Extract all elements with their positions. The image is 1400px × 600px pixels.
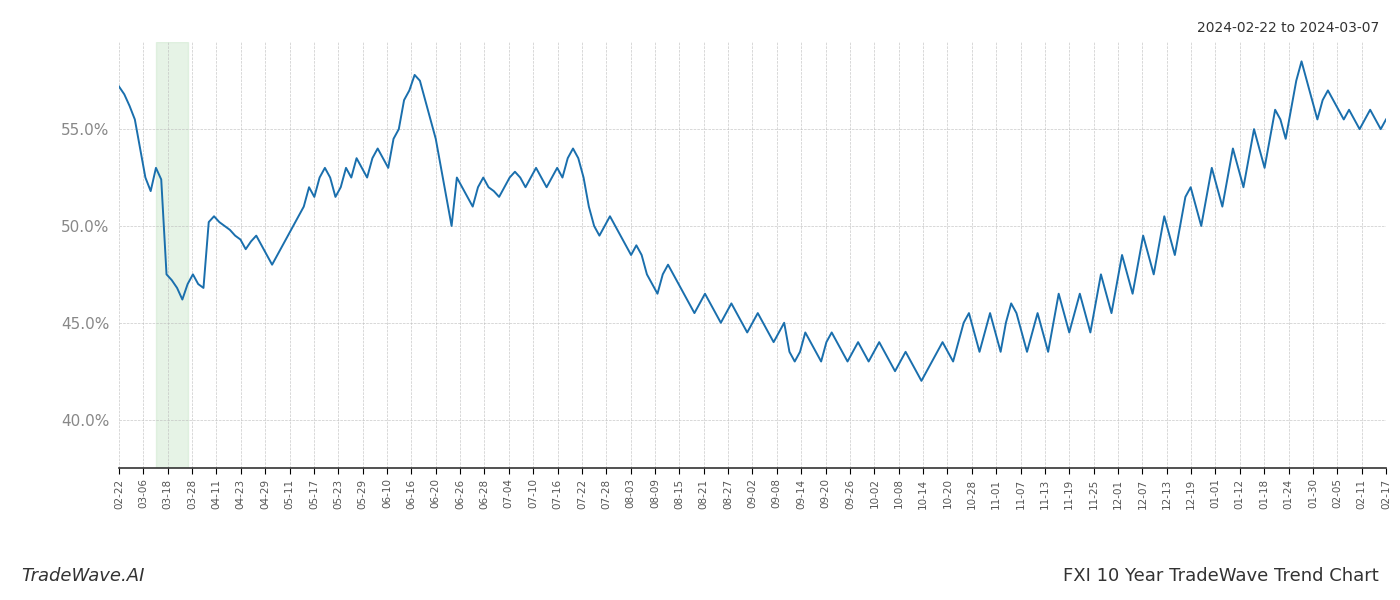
Text: FXI 10 Year TradeWave Trend Chart: FXI 10 Year TradeWave Trend Chart: [1063, 567, 1379, 585]
Text: 2024-02-22 to 2024-03-07: 2024-02-22 to 2024-03-07: [1197, 21, 1379, 35]
Bar: [155, 42, 188, 468]
Text: TradeWave.AI: TradeWave.AI: [21, 567, 144, 585]
